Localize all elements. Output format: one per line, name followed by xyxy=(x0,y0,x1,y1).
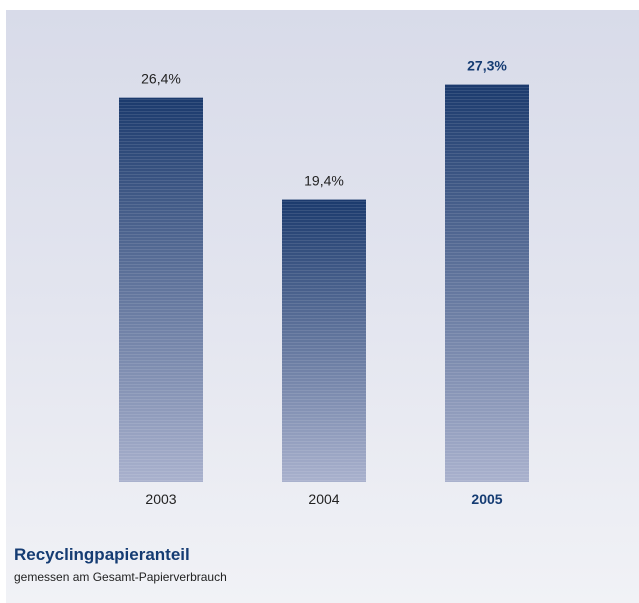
x-tick-label-2004: 2004 xyxy=(308,491,339,507)
x-tick-label-2005: 2005 xyxy=(471,491,502,507)
data-label-2004: 19,4% xyxy=(304,173,344,189)
bar-texture-2005 xyxy=(445,84,529,483)
bar-texture-2003 xyxy=(119,97,203,483)
bar-texture-2004 xyxy=(282,199,366,482)
bar-chart: 26,4% 2003 19,4% 2004 27,3% 2005 xyxy=(119,58,529,507)
data-label-2003: 26,4% xyxy=(141,71,181,87)
data-label-2005: 27,3% xyxy=(467,58,507,74)
x-tick-label-2003: 2003 xyxy=(145,491,176,507)
chart-caption: Recyclingpapieranteil gemessen am Gesamt… xyxy=(14,545,227,585)
chart-title: Recyclingpapieranteil xyxy=(14,545,190,564)
chart-subtitle: gemessen am Gesamt-Papierverbrauch xyxy=(14,570,227,584)
